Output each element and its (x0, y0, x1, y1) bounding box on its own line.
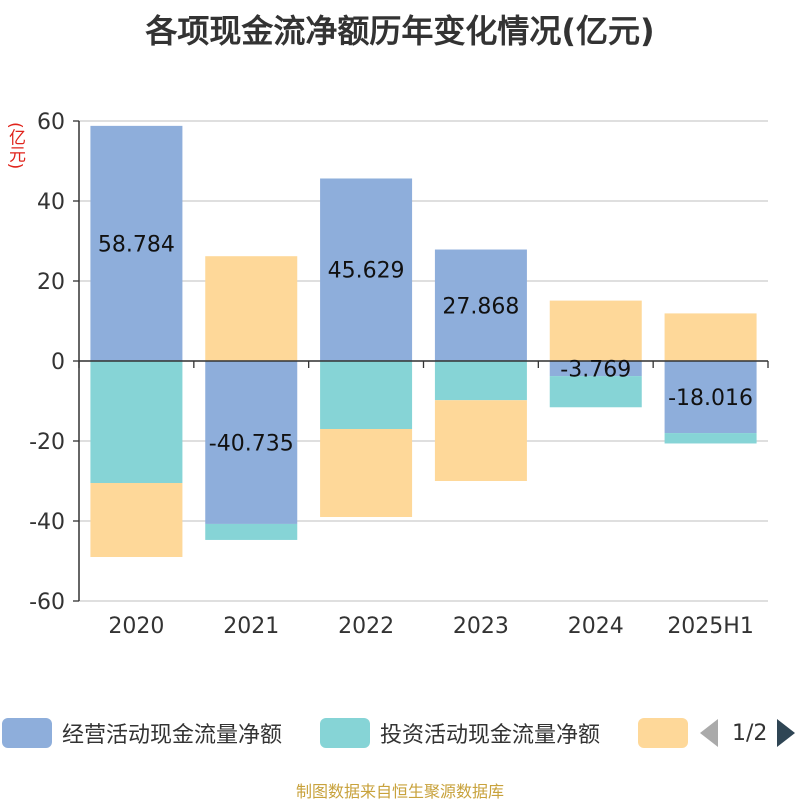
bar-2020-series-1 (90, 361, 183, 483)
bar-2021-series-0 (205, 361, 298, 524)
bar-2024-series-2 (549, 300, 642, 361)
data-label: -18.016 (668, 386, 753, 411)
bar-2023-series-2 (434, 400, 527, 481)
y-tick-label: 40 (37, 190, 65, 215)
data-label: 27.868 (442, 294, 519, 319)
bar-2025H1-series-0 (664, 361, 757, 434)
y-tick-label: 20 (37, 270, 65, 295)
legend-page-indicator: 1/2 (732, 720, 768, 746)
bar-chart: 60 40 20 0 -20 -40 -60 2020 2021 2022 2023 2024 2025… (29, 110, 769, 639)
y-tick-label: -60 (29, 590, 65, 615)
legend-prev-page-icon[interactable] (700, 719, 718, 747)
y-tick-label: -40 (29, 510, 65, 535)
y-tick-label: 0 (51, 350, 65, 375)
bar-2025H1-series-2 (664, 313, 757, 361)
bar-2022-series-2 (320, 429, 413, 517)
data-label: -3.769 (560, 358, 631, 383)
legend-swatch-investing (320, 718, 370, 748)
bar-2022-series-1 (320, 361, 413, 429)
bar-2020-series-2 (90, 483, 183, 557)
data-label: 58.784 (98, 232, 175, 257)
y-axis-unit-label: (亿元) (5, 122, 25, 170)
x-tick-label: 2024 (568, 614, 624, 639)
bar-2021-series-1 (205, 523, 298, 540)
legend-pager: 1/2 (700, 716, 796, 750)
data-label: 45.629 (328, 259, 405, 284)
y-tick-label: 60 (37, 110, 65, 135)
legend-swatch-financing (638, 718, 688, 748)
legend: 经营活动现金流量净额 投资活动现金流量净额 (0, 716, 800, 756)
legend-item-financing[interactable] (638, 716, 698, 750)
legend-label-investing: 投资活动现金流量净额 (380, 723, 601, 748)
legend-item-investing[interactable]: 投资活动现金流量净额 (320, 716, 600, 750)
bar-2020-series-0 (90, 125, 183, 361)
legend-next-page-icon[interactable] (777, 719, 796, 747)
y-tick-label: -20 (29, 430, 65, 455)
bar-2021-series-2 (205, 256, 298, 361)
x-tick-label: 2022 (338, 614, 394, 639)
bar-2022-series-0 (320, 178, 413, 361)
x-tick-label: 2025H1 (667, 614, 754, 639)
x-tick-label: 2023 (453, 614, 509, 639)
bar-2023-series-1 (434, 361, 527, 401)
legend-label-operating: 经营活动现金流量净额 (62, 723, 283, 748)
data-source-note: 制图数据来自恒生聚源数据库 (295, 782, 504, 801)
x-tick-label: 2020 (108, 614, 164, 639)
bar-2023-series-0 (434, 249, 527, 361)
bar-2024-series-1 (549, 376, 642, 408)
legend-swatch-operating (2, 718, 52, 748)
legend-item-operating[interactable]: 经营活动现金流量净额 (2, 716, 282, 750)
bar-2024-series-0 (549, 361, 642, 377)
data-label: -40.735 (209, 431, 294, 456)
x-tick-label: 2021 (223, 614, 279, 639)
bar-2025H1-series-1 (664, 433, 757, 444)
chart-title: 各项现金流净额历年变化情况(亿元) (145, 12, 655, 50)
